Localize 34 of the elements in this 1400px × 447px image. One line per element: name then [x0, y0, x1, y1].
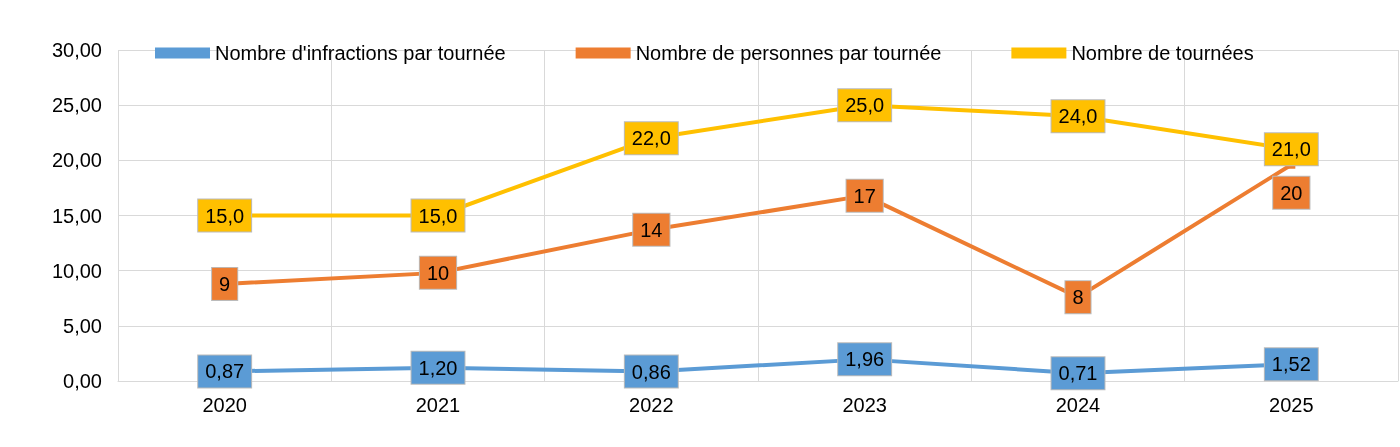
legend-label: Nombre de tournées [1071, 42, 1254, 64]
data-label: 1,52 [1271, 353, 1311, 376]
data-label: 0,86 [631, 360, 671, 383]
data-label: 8 [1072, 286, 1084, 309]
data-label: 1,20 [418, 356, 458, 379]
data-label: 0,87 [205, 360, 245, 383]
y-tick-label: 30,00 [51, 39, 102, 61]
y-tick-label: 25,00 [51, 94, 102, 117]
y-tick-label: 20,00 [51, 149, 102, 172]
y-tick-label: 15,00 [51, 204, 102, 227]
data-label: 9 [219, 272, 231, 295]
data-label: 25,0 [845, 94, 885, 117]
data-label: 20 [1280, 181, 1303, 204]
x-tick-label: 2024 [1055, 394, 1101, 416]
x-tick-label: 2021 [415, 394, 461, 416]
data-label: 10 [426, 261, 450, 284]
y-tick-label: 10,00 [51, 259, 102, 282]
data-label: 0,71 [1058, 362, 1098, 385]
x-tick-label: 2023 [842, 394, 887, 416]
y-tick-label: 5,00 [63, 314, 102, 337]
data-label: 15,0 [205, 204, 245, 227]
x-tick-label: 2020 [202, 394, 247, 416]
data-label: 14 [640, 218, 663, 241]
data-label: 21,0 [1271, 138, 1311, 161]
data-label: 24,0 [1058, 105, 1098, 128]
legend-label: Nombre d'infractions par tournée [215, 42, 506, 64]
data-label: 17 [853, 184, 876, 207]
x-tick-label: 2025 [1269, 394, 1314, 416]
y-tick-label: 0,00 [63, 370, 102, 392]
data-label: 1,96 [845, 348, 885, 371]
data-label: 22,0 [631, 127, 671, 150]
x-tick-label: 2022 [629, 394, 674, 416]
data-label: 15,0 [418, 204, 458, 227]
legend-label: Nombre de personnes par tournée [635, 42, 942, 64]
